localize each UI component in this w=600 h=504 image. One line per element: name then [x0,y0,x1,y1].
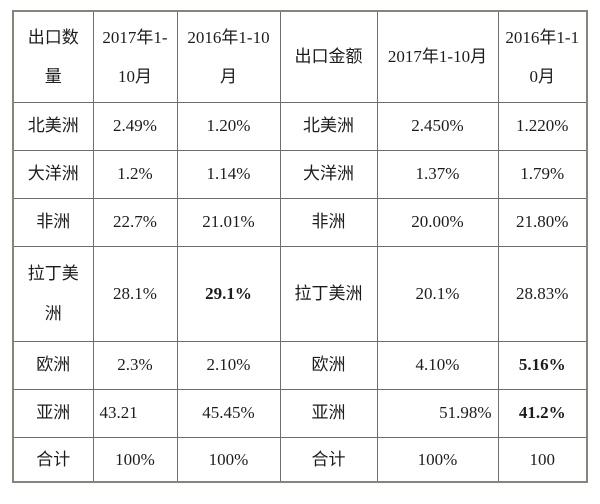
value-cell: 20.00% [376,197,499,247]
total-label-cell: 合计 [12,436,94,483]
value-cell: 28.1% [92,245,178,342]
value-cell: 100% [92,436,178,483]
table-row-total: 合计 100% 100% 合计 100% 100 [12,436,588,483]
region-cell: 亚洲 [279,388,378,438]
table-row-oceania: 大洋洲 1.2% 1.14% 大洋洲 1.37% 1.79% [12,149,588,199]
value-cell: 2.49% [92,101,178,151]
region-cell: 北美洲 [279,101,378,151]
region-cell: 北美洲 [12,101,94,151]
region-cell: 欧洲 [12,340,94,390]
value-cell: 41.2% [497,388,588,438]
value-cell: 100 [497,436,588,483]
total-label-cell: 合计 [279,436,378,483]
value-cell: 1.14% [176,149,281,199]
value-cell: 1.37% [376,149,499,199]
region-cell: 拉丁美洲 [279,245,378,342]
value-cell: 4.10% [376,340,499,390]
value-cell: 1.220% [497,101,588,151]
header-cell-qty-2016: 2016年1-10月 [176,10,281,103]
table-row-africa: 非洲 22.7% 21.01% 非洲 20.00% 21.80% [12,197,588,247]
header-cell-amt-2016: 2016年1-10月 [497,10,588,103]
region-cell: 大洋洲 [279,149,378,199]
value-cell: 21.80% [497,197,588,247]
header-cell-export-quantity: 出口数量 [12,10,94,103]
value-cell: 2.3% [92,340,178,390]
region-cell: 亚洲 [12,388,94,438]
header-cell-export-amount: 出口金额 [279,10,378,103]
value-cell: 21.01% [176,197,281,247]
value-cell: 2.450% [376,101,499,151]
value-cell: 28.83% [497,245,588,342]
header-cell-qty-2017: 2017年1-10月 [92,10,178,103]
table-row-north-america: 北美洲 2.49% 1.20% 北美洲 2.450% 1.220% [12,101,588,151]
value-cell: 45.45% [176,388,281,438]
value-cell: 100% [376,436,499,483]
region-cell: 非洲 [12,197,94,247]
table-row-latin-america: 拉丁美洲 28.1% 29.1% 拉丁美洲 20.1% 28.83% [12,245,588,342]
region-cell: 欧洲 [279,340,378,390]
value-cell: 100% [176,436,281,483]
value-cell: 22.7% [92,197,178,247]
value-cell: 2.10% [176,340,281,390]
value-cell: 5.16% [497,340,588,390]
region-cell: 大洋洲 [12,149,94,199]
value-cell: 43.21 [92,388,178,438]
table-row-europe: 欧洲 2.3% 2.10% 欧洲 4.10% 5.16% [12,340,588,390]
export-statistics-table-wrap: 出口数量 2017年1-10月 2016年1-10月 出口金额 2017年1-1… [12,10,588,483]
table-header-row: 出口数量 2017年1-10月 2016年1-10月 出口金额 2017年1-1… [12,10,588,103]
table-row-asia: 亚洲 43.21 45.45% 亚洲 51.98% 41.2% [12,388,588,438]
value-cell: 20.1% [376,245,499,342]
region-cell: 拉丁美洲 [12,245,94,342]
value-cell: 1.79% [497,149,588,199]
value-cell: 51.98% [376,388,499,438]
export-statistics-table: 出口数量 2017年1-10月 2016年1-10月 出口金额 2017年1-1… [12,10,588,483]
header-cell-amt-2017: 2017年1-10月 [376,10,499,103]
value-cell: 29.1% [176,245,281,342]
value-cell: 1.20% [176,101,281,151]
value-cell: 1.2% [92,149,178,199]
region-cell: 非洲 [279,197,378,247]
